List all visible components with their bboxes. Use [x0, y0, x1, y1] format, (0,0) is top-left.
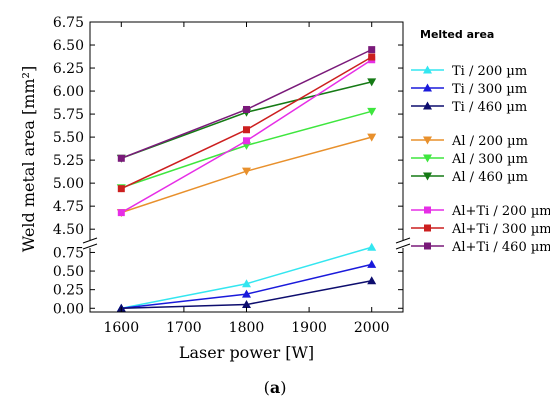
data-point [423, 65, 432, 74]
data-point [243, 126, 250, 134]
data-point [242, 300, 251, 309]
x-tick-label: 1900 [291, 320, 327, 336]
series-al-300-m [116, 107, 377, 193]
data-point [242, 167, 251, 176]
y-tick-label: 6.00 [53, 84, 84, 100]
data-point [424, 224, 431, 232]
data-point [367, 242, 377, 251]
legend-item: Ti / 300 µm [411, 82, 527, 97]
series-al-ti-200-m [117, 56, 376, 217]
legend-label: Al+Ti / 460 µm [451, 240, 550, 255]
data-point [368, 53, 376, 61]
data-point [367, 259, 377, 268]
data-point [242, 279, 251, 288]
axis-break-mark [82, 237, 98, 244]
y-tick-label: 0.00 [53, 301, 84, 317]
data-point [243, 137, 250, 145]
legend-label: Ti / 300 µm [452, 82, 527, 97]
legend-label: Ti / 200 µm [452, 64, 527, 79]
data-point [423, 101, 432, 110]
legend-label: Al+Ti / 300 µm [451, 222, 550, 237]
legend-title: Melted area [420, 28, 494, 41]
y-tick-label: 0.75 [53, 245, 84, 261]
y-tick-label: 6.25 [53, 61, 84, 77]
data-point [117, 209, 125, 217]
y-tick-label: 5.00 [53, 176, 84, 192]
series-al-ti-300-m [117, 53, 376, 193]
data-point [423, 172, 432, 181]
legend-item: Al+Ti / 200 µm [411, 204, 550, 219]
series-line [120, 59, 373, 214]
legend-label: Al / 200 µm [451, 134, 528, 149]
data-point [117, 185, 125, 193]
x-axis-label: Laser power [W] [179, 343, 314, 362]
axis-break-mark [395, 243, 411, 250]
data-point [423, 83, 432, 92]
data-point [242, 289, 251, 298]
legend-item: Al / 300 µm [411, 152, 528, 167]
legend-item: Al / 460 µm [411, 170, 528, 185]
data-point [117, 154, 125, 162]
data-point [367, 276, 377, 285]
figure-caption: (a) [263, 378, 287, 397]
legend-label: Al / 300 µm [451, 152, 528, 167]
legend: Melted area Ti / 200 µm Ti / 300 µm Ti / 46… [411, 28, 550, 255]
data-point [367, 78, 377, 87]
data-point [423, 136, 432, 145]
y-tick-label: 6.75 [53, 15, 84, 31]
y-tick-label: 6.50 [53, 38, 84, 54]
legend-item: Ti / 200 µm [411, 64, 527, 79]
y-tick-label: 5.50 [53, 130, 84, 146]
weld-area-chart: 4.50 4.75 5.00 5.25 5.50 5.75 6.00 6.25 6.50 6.75… [19, 15, 550, 362]
x-tick-label: 1700 [166, 320, 202, 336]
series-al-ti-460-m [117, 46, 376, 162]
data-point [424, 206, 431, 214]
legend-item: Al+Ti / 460 µm [411, 240, 550, 255]
caption-letter: a [269, 378, 281, 397]
axis-break-mark [82, 243, 98, 250]
data-point [424, 242, 431, 250]
data-point [243, 105, 250, 113]
data-point [367, 133, 377, 142]
legend-label: Al / 460 µm [451, 170, 528, 185]
y-tick-label: 5.25 [53, 153, 84, 169]
y-tick-label: 4.50 [53, 222, 84, 238]
y-tick-label: 4.75 [53, 199, 84, 215]
axis-break-mark [395, 237, 411, 244]
x-tick-label: 1800 [229, 320, 265, 336]
legend-label: Al+Ti / 200 µm [451, 204, 550, 219]
data-point [368, 46, 376, 54]
legend-item: Al / 200 µm [411, 134, 528, 149]
y-tick-label: 0.50 [53, 264, 84, 280]
legend-item: Al+Ti / 300 µm [411, 222, 550, 237]
legend-item: Ti / 460 µm [411, 100, 527, 115]
series-layer [116, 46, 377, 312]
x-tick-label: 1600 [103, 320, 139, 336]
x-tick-label: 2000 [354, 320, 390, 336]
axis-break-gap [396, 240, 410, 248]
data-point [367, 107, 377, 116]
axis-layer: 4.50 4.75 5.00 5.25 5.50 5.75 6.00 6.25 6.50 6.75… [19, 15, 411, 362]
y-axis-label: Weld metal area [mm²] [19, 66, 38, 252]
axis-break-gap [83, 240, 97, 248]
data-point [423, 154, 432, 163]
y-tick-label: 0.25 [53, 283, 84, 299]
legend-label: Ti / 460 µm [452, 100, 527, 115]
y-tick-label: 5.75 [53, 107, 84, 123]
series-line [121, 246, 372, 310]
